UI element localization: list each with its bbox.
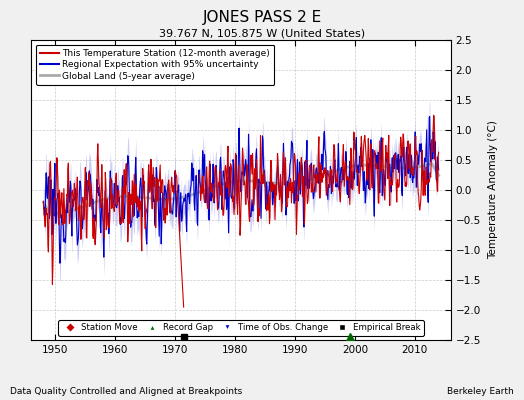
Legend: Station Move, Record Gap, Time of Obs. Change, Empirical Break: Station Move, Record Gap, Time of Obs. C… [58, 320, 424, 336]
Text: JONES PASS 2 E: JONES PASS 2 E [202, 10, 322, 25]
Text: Berkeley Earth: Berkeley Earth [447, 387, 514, 396]
Y-axis label: Temperature Anomaly (°C): Temperature Anomaly (°C) [488, 120, 498, 260]
Text: Data Quality Controlled and Aligned at Breakpoints: Data Quality Controlled and Aligned at B… [10, 387, 243, 396]
Text: 39.767 N, 105.875 W (United States): 39.767 N, 105.875 W (United States) [159, 28, 365, 38]
